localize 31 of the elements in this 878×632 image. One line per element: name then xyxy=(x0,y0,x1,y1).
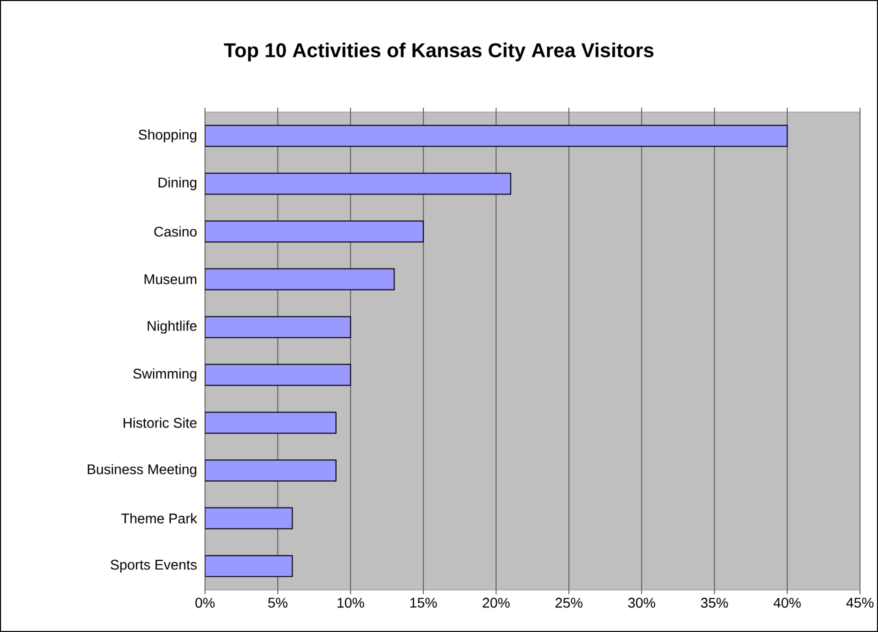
y-tick-label: Casino xyxy=(154,226,197,237)
bar xyxy=(205,220,424,243)
y-tick-label: Theme Park xyxy=(121,513,198,524)
x-tick-label: 35% xyxy=(700,598,728,608)
chart-title: Top 10 Activities of Kansas City Area Visitors xyxy=(224,42,654,62)
x-tick-label: 10% xyxy=(338,598,364,608)
y-tick-label: Museum xyxy=(144,274,196,284)
bar xyxy=(205,507,293,530)
y-tick-label: Business Meeting xyxy=(88,464,196,478)
x-tick-label: 40% xyxy=(774,598,801,608)
bar xyxy=(205,124,788,147)
bar xyxy=(205,460,336,482)
y-tick-label: Historic Site xyxy=(124,418,197,428)
bar xyxy=(205,268,395,290)
bar xyxy=(205,172,512,195)
y-tick-label: Swimming xyxy=(133,368,196,382)
x-tick-label: 5% xyxy=(268,598,288,608)
y-tick-label: Nightlife xyxy=(148,320,197,334)
x-tick-label: 25% xyxy=(556,598,582,608)
y-tick-label: Shopping xyxy=(138,129,196,142)
bar xyxy=(205,555,293,578)
x-tick-label: 20% xyxy=(482,598,510,608)
x-tick-label: 15% xyxy=(410,598,437,608)
y-tick-label: Dining xyxy=(158,177,196,190)
x-tick-label: 30% xyxy=(628,598,656,608)
bar xyxy=(205,316,352,338)
x-tick-label: 0% xyxy=(195,598,215,608)
bar xyxy=(205,364,352,386)
bar xyxy=(205,412,336,434)
x-tick-label: 45% xyxy=(846,598,874,608)
y-tick-label: Sports Events xyxy=(110,560,197,572)
